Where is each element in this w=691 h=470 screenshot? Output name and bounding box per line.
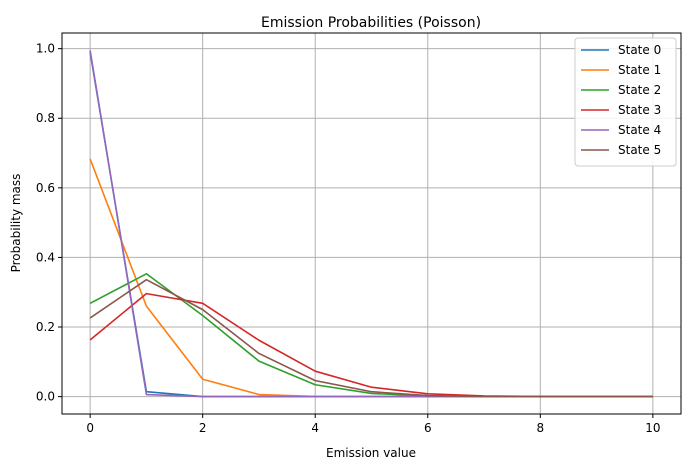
x-tick-label: 10 — [645, 421, 660, 435]
x-tick-label: 2 — [199, 421, 207, 435]
y-tick-label: 0.8 — [36, 111, 55, 125]
x-tick-label: 0 — [86, 421, 94, 435]
series-line-state-0 — [89, 52, 653, 398]
series-line-state-2 — [89, 272, 653, 398]
x-tick-label: 4 — [311, 421, 319, 435]
series-line-state-1 — [89, 158, 653, 398]
x-axis-label: Emission value — [326, 446, 416, 460]
x-axis: 0 2 4 6 8 10 — [86, 414, 661, 435]
legend-label: State 1 — [618, 63, 661, 77]
series-line-state-3 — [89, 292, 653, 398]
series-line-state-5 — [89, 278, 653, 398]
y-tick-label: 0.0 — [36, 390, 55, 404]
y-axis-label: Probability mass — [9, 174, 23, 273]
x-tick-label: 8 — [536, 421, 544, 435]
y-axis: 0.0 0.2 0.4 0.6 0.8 1.0 — [36, 42, 62, 404]
legend-label: State 5 — [618, 143, 661, 157]
series-line-state-4 — [89, 50, 653, 398]
legend-label: State 4 — [618, 123, 661, 137]
chart-title: Emission Probabilities (Poisson) — [261, 15, 481, 31]
y-tick-label: 1.0 — [36, 42, 55, 56]
y-tick-label: 0.2 — [36, 320, 55, 334]
legend-label: State 0 — [618, 43, 661, 57]
series-lines — [89, 50, 653, 398]
legend-label: State 2 — [618, 83, 661, 97]
plot-area-frame — [61, 32, 682, 415]
y-tick-label: 0.6 — [36, 181, 55, 195]
legend: State 0 State 1 State 2 State 3 State 4 State… — [574, 37, 677, 167]
x-tick-label: 6 — [424, 421, 432, 435]
legend-label: State 3 — [618, 103, 661, 117]
y-tick-label: 0.4 — [36, 250, 55, 264]
